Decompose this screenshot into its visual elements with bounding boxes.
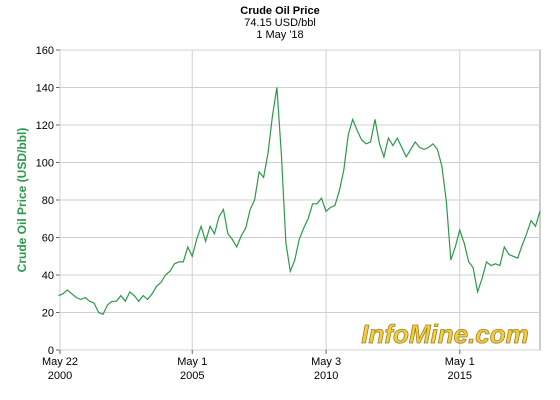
x-tick-year: 2015: [448, 370, 472, 382]
y-tick-label: 140: [36, 83, 54, 95]
y-tick-label: 60: [42, 233, 54, 245]
y-tick-label: 120: [36, 120, 54, 132]
y-axis-title: Crude Oil Price (USD/bbl): [15, 128, 29, 273]
x-tick-label: May 1: [445, 356, 475, 368]
x-tick-year: 2010: [314, 370, 338, 382]
x-tick-label: May 22: [42, 356, 78, 368]
chart-title: Crude Oil Price: [240, 5, 319, 17]
x-tick-label: May 3: [311, 356, 341, 368]
y-tick-label: 40: [42, 270, 54, 282]
y-tick-label: 80: [42, 195, 54, 207]
y-tick-label: 160: [36, 45, 54, 57]
y-tick-label: 100: [36, 158, 54, 170]
x-tick-year: 2005: [180, 370, 204, 382]
chart-subtitle: 74.15 USD/bbl: [244, 17, 316, 29]
watermark: InfoMine.com: [361, 319, 529, 349]
x-tick-label: May 1: [177, 356, 207, 368]
price-line: [58, 87, 541, 316]
date-label: 1 May '18: [256, 29, 303, 41]
y-tick-label: 20: [42, 308, 54, 320]
x-tick-year: 2000: [48, 370, 72, 382]
y-tick-label: 0: [48, 345, 54, 357]
